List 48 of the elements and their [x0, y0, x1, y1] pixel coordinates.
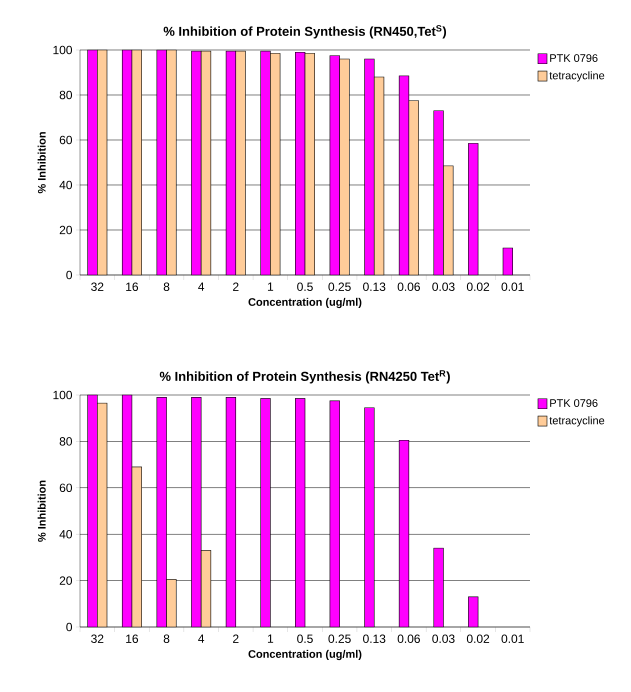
- x-tick-label: 0.25: [328, 282, 351, 291]
- x-tick-label: 2: [233, 282, 238, 291]
- x-tick-label: 0.13: [363, 634, 386, 643]
- x-tick-label: 0.13: [363, 282, 386, 291]
- x-tick-label: 0.03: [432, 282, 455, 291]
- y-tick-label: 100: [53, 46, 72, 54]
- y-axis-title: % Inhibition: [38, 132, 46, 194]
- x-tick-label: 0.25: [328, 634, 351, 643]
- x-tick-label: 1: [268, 634, 274, 643]
- x-tick-label: 32: [91, 634, 104, 643]
- x-tick-label: 4: [198, 634, 204, 643]
- y-tick-label: 80: [60, 90, 72, 100]
- legend-label: PTK 0796: [550, 399, 598, 407]
- x-tick-label: 2: [233, 634, 238, 643]
- y-tick-label: 100: [53, 390, 72, 400]
- x-tick-label: 32: [91, 282, 104, 291]
- legend-label: tetracycline: [549, 71, 604, 82]
- legend-label: PTK 0796: [550, 54, 598, 62]
- x-tick-label: 0.06: [398, 634, 420, 643]
- x-tick-label: 8: [164, 634, 170, 643]
- y-tick-label: 0: [66, 270, 72, 280]
- x-tick-label: 8: [164, 282, 170, 291]
- x-tick-label: 0.02: [466, 282, 490, 291]
- y-tick-label: 40: [59, 530, 72, 538]
- y-tick-label: 60: [60, 484, 72, 492]
- x-tick-label: 0.5: [297, 634, 313, 643]
- x-tick-label: 16: [126, 282, 138, 291]
- x-axis-title: Concentration (ug/ml): [248, 298, 362, 308]
- y-tick-label: 20: [60, 576, 72, 585]
- y-tick-label: 20: [60, 226, 72, 234]
- x-axis-title: Concentration (ug/ml): [248, 650, 362, 660]
- x-tick-label: 0.06: [398, 282, 420, 291]
- x-tick-label: 0.03: [432, 634, 455, 643]
- x-tick-label: 0.02: [466, 634, 490, 643]
- x-tick-label: 16: [126, 634, 138, 643]
- y-axis-title: % Inhibition: [38, 480, 46, 542]
- x-tick-label: 0.01: [502, 634, 524, 643]
- y-tick-label: 80: [60, 437, 72, 446]
- x-tick-label: 0.01: [502, 282, 524, 291]
- y-tick-label: 40: [59, 180, 72, 190]
- chart-title: % Inhibition of Protein Synthesis (RN4250 Tet$^{R}$): [160, 370, 450, 384]
- y-tick-label: 0: [66, 622, 72, 632]
- x-tick-label: 4: [198, 282, 204, 291]
- x-tick-label: 1: [268, 282, 274, 291]
- chart-title: % Inhibition of Protein Synthesis (RN450,Tet$^{S}$): [164, 25, 446, 38]
- y-tick-label: 60: [60, 136, 72, 144]
- x-tick-label: 0.5: [297, 282, 313, 291]
- legend-label: tetracycline: [549, 416, 604, 427]
